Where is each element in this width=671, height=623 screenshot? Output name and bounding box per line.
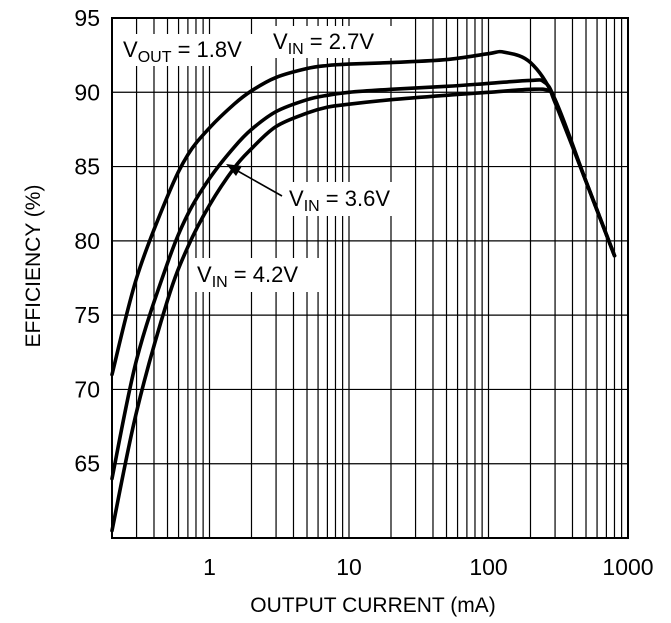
- series-label-vin-42-rest: = 4.2V: [228, 262, 299, 287]
- y-tick-label: 90: [74, 79, 100, 105]
- series-label-vin-36: VIN = 3.6V: [226, 164, 412, 216]
- x-tick-label: 1000: [602, 554, 653, 580]
- series-label-vin-42: VIN = 4.2V: [192, 258, 320, 292]
- annotation-vout: VOUT = 1.8V: [118, 34, 260, 66]
- series-label-vin-27: VIN = 2.7V: [268, 26, 396, 58]
- series-label-vin-42-sub: IN: [212, 274, 228, 291]
- annotation-vout-rest: = 1.8V: [171, 37, 242, 62]
- series-label-vin-36-arrowhead: [226, 164, 242, 176]
- series-label-vin-42-main: V: [197, 262, 212, 287]
- series-label-vin-27-main: V: [273, 29, 288, 54]
- svg-text:VOUT = 1.8V: VOUT = 1.8V: [123, 37, 242, 66]
- y-tick-label: 85: [74, 154, 100, 180]
- series-curves: [110, 49, 617, 533]
- y-tick-label: 75: [74, 302, 100, 328]
- series-label-vin-27-sub: IN: [288, 41, 304, 58]
- series-label-vin-36-main: V: [289, 186, 304, 211]
- plot-frame: [111, 17, 629, 539]
- y-axis-label: EFFICIENCY (%): [22, 185, 45, 348]
- series-line-1: [110, 49, 617, 377]
- series-line-2: [110, 78, 617, 481]
- x-tick-label: 100: [469, 554, 507, 580]
- y-tick-label: 65: [74, 451, 100, 477]
- annotation-vout-main: V: [123, 37, 138, 62]
- svg-text:VIN = 4.2V: VIN = 4.2V: [197, 262, 298, 291]
- x-tick-label: 1: [203, 554, 216, 580]
- x-tick-labels: 1 10 100 1000: [203, 554, 653, 580]
- annotation-vout-sub: OUT: [138, 49, 172, 66]
- x-axis-label: OUTPUT CURRENT (mA): [250, 594, 495, 617]
- y-tick-label: 70: [74, 376, 100, 402]
- y-tick-label: 95: [74, 5, 100, 31]
- series-label-vin-36-sub: IN: [304, 198, 320, 215]
- x-tick-label: 10: [336, 554, 362, 580]
- y-tick-label: 80: [74, 228, 100, 254]
- series-label-vin-36-rest: = 3.6V: [320, 186, 391, 211]
- svg-text:VIN = 3.6V: VIN = 3.6V: [289, 186, 390, 215]
- series-label-vin-27-rest: = 2.7V: [304, 29, 375, 54]
- series-label-vin-36-arrow: [235, 169, 283, 197]
- series-line-3: [110, 87, 617, 533]
- svg-text:VIN = 2.7V: VIN = 2.7V: [273, 29, 374, 58]
- y-tick-labels: 65 70 75 80 85 90 95: [74, 5, 100, 477]
